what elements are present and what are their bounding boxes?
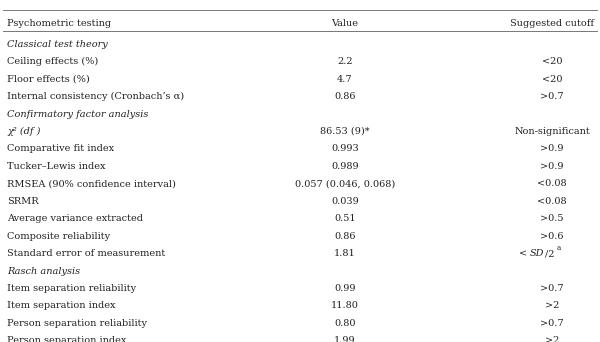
- Text: Person separation index: Person separation index: [7, 336, 127, 342]
- Text: Non-significant: Non-significant: [514, 127, 590, 136]
- Text: Suggested cutoff: Suggested cutoff: [510, 19, 594, 28]
- Text: Value: Value: [331, 19, 359, 28]
- Text: SD: SD: [530, 249, 544, 258]
- Text: >0.7: >0.7: [540, 319, 564, 328]
- Text: 0.057 (0.046, 0.068): 0.057 (0.046, 0.068): [295, 179, 395, 188]
- Text: <20: <20: [542, 75, 562, 84]
- Text: >2: >2: [545, 301, 559, 311]
- Text: Standard error of measurement: Standard error of measurement: [7, 249, 166, 258]
- Text: Ceiling effects (%): Ceiling effects (%): [7, 57, 98, 66]
- Text: 0.80: 0.80: [334, 319, 356, 328]
- Text: SRMR: SRMR: [7, 197, 39, 206]
- Text: Comparative fit index: Comparative fit index: [7, 144, 115, 154]
- Text: 0.039: 0.039: [331, 197, 359, 206]
- Text: <: <: [519, 249, 527, 258]
- Text: >0.9: >0.9: [540, 162, 564, 171]
- Text: Item separation index: Item separation index: [7, 301, 116, 311]
- Text: <0.08: <0.08: [537, 197, 567, 206]
- Text: 2.2: 2.2: [337, 57, 353, 66]
- Text: a: a: [557, 244, 561, 252]
- Text: 0.51: 0.51: [334, 214, 356, 223]
- Text: Item separation reliability: Item separation reliability: [7, 284, 136, 293]
- Text: >0.7: >0.7: [540, 92, 564, 101]
- Text: 0.99: 0.99: [334, 284, 356, 293]
- Text: >0.6: >0.6: [540, 232, 564, 241]
- Text: 0.989: 0.989: [331, 162, 359, 171]
- Text: Classical test theory: Classical test theory: [7, 40, 108, 49]
- Text: /2: /2: [545, 249, 555, 258]
- Text: 11.80: 11.80: [331, 301, 359, 311]
- Text: Psychometric testing: Psychometric testing: [7, 19, 112, 28]
- Text: 1.99: 1.99: [334, 336, 356, 342]
- Text: >0.7: >0.7: [540, 284, 564, 293]
- Text: χ² (df ): χ² (df ): [7, 127, 41, 136]
- Text: Tucker–Lewis index: Tucker–Lewis index: [7, 162, 106, 171]
- Text: 0.86: 0.86: [334, 92, 356, 101]
- Text: Confirmatory factor analysis: Confirmatory factor analysis: [7, 109, 149, 119]
- Text: Floor effects (%): Floor effects (%): [7, 75, 90, 84]
- Text: Internal consistency (Cronbach’s α): Internal consistency (Cronbach’s α): [7, 92, 184, 101]
- Text: 0.86: 0.86: [334, 232, 356, 241]
- Text: >0.5: >0.5: [540, 214, 564, 223]
- Text: Composite reliability: Composite reliability: [7, 232, 110, 241]
- Text: Person separation reliability: Person separation reliability: [7, 319, 147, 328]
- Text: Rasch analysis: Rasch analysis: [7, 266, 80, 276]
- Text: Average variance extracted: Average variance extracted: [7, 214, 143, 223]
- Text: >0.9: >0.9: [540, 144, 564, 154]
- Text: 1.81: 1.81: [334, 249, 356, 258]
- Text: <20: <20: [542, 57, 562, 66]
- Text: >2: >2: [545, 336, 559, 342]
- Text: 86.53 (9)*: 86.53 (9)*: [320, 127, 370, 136]
- Text: <0.08: <0.08: [537, 179, 567, 188]
- Text: 0.993: 0.993: [331, 144, 359, 154]
- Text: 4.7: 4.7: [337, 75, 353, 84]
- Text: RMSEA (90% confidence interval): RMSEA (90% confidence interval): [7, 179, 176, 188]
